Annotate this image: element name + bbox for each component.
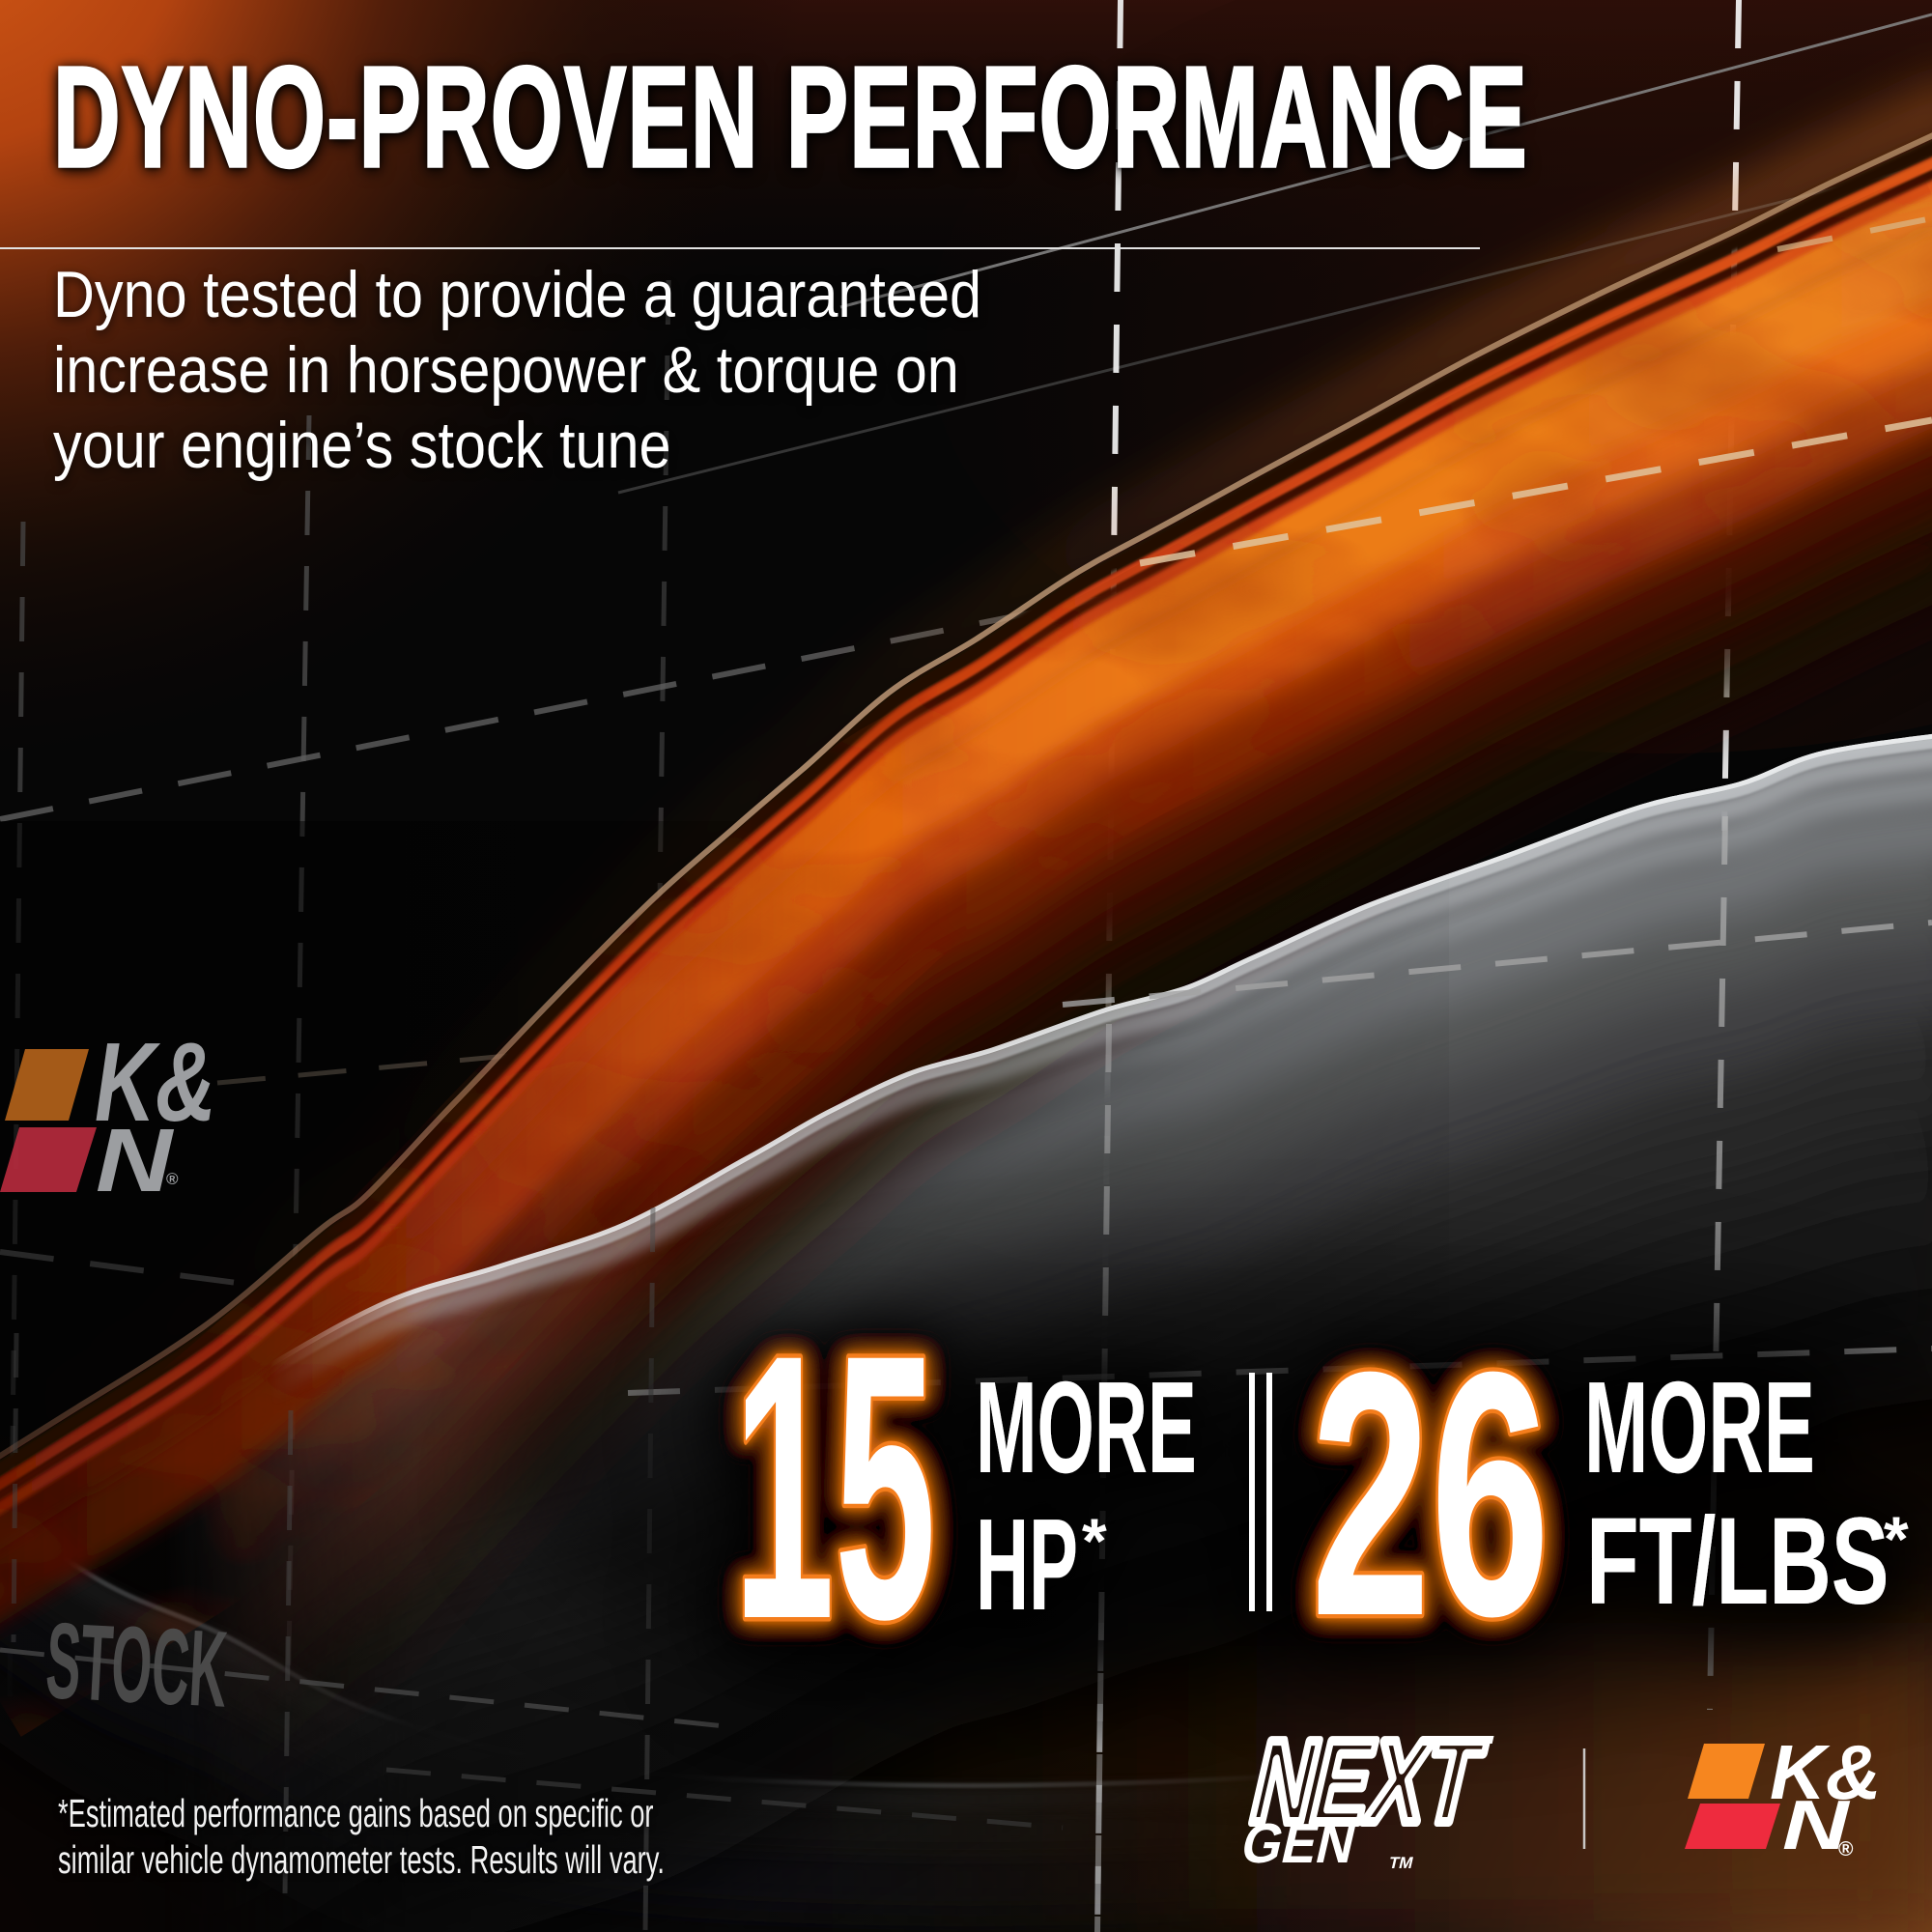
svg-text:®: ® xyxy=(1838,1838,1854,1861)
svg-text:*: * xyxy=(1884,1503,1909,1575)
svg-text:HP: HP xyxy=(976,1492,1078,1637)
svg-text:STOCK: STOCK xyxy=(43,1599,230,1730)
svg-text:MORE: MORE xyxy=(1584,1355,1815,1500)
svg-text:TM: TM xyxy=(1387,1853,1415,1872)
svg-text:NEXT: NEXT xyxy=(1240,1716,1493,1847)
svg-text:®: ® xyxy=(166,1170,179,1188)
svg-text:N: N xyxy=(1782,1786,1851,1863)
svg-text:FT/LBS: FT/LBS xyxy=(1586,1492,1889,1631)
svg-text:15: 15 xyxy=(733,1276,936,1696)
svg-text:K&: K& xyxy=(95,1019,216,1145)
svg-text:K&: K& xyxy=(1770,1729,1882,1815)
svg-text:N: N xyxy=(96,1110,175,1210)
svg-text:GEN: GEN xyxy=(1236,1812,1362,1875)
svg-text:*: * xyxy=(1082,1505,1107,1577)
svg-text:MORE: MORE xyxy=(976,1355,1197,1500)
svg-text:26: 26 xyxy=(1311,1300,1549,1689)
